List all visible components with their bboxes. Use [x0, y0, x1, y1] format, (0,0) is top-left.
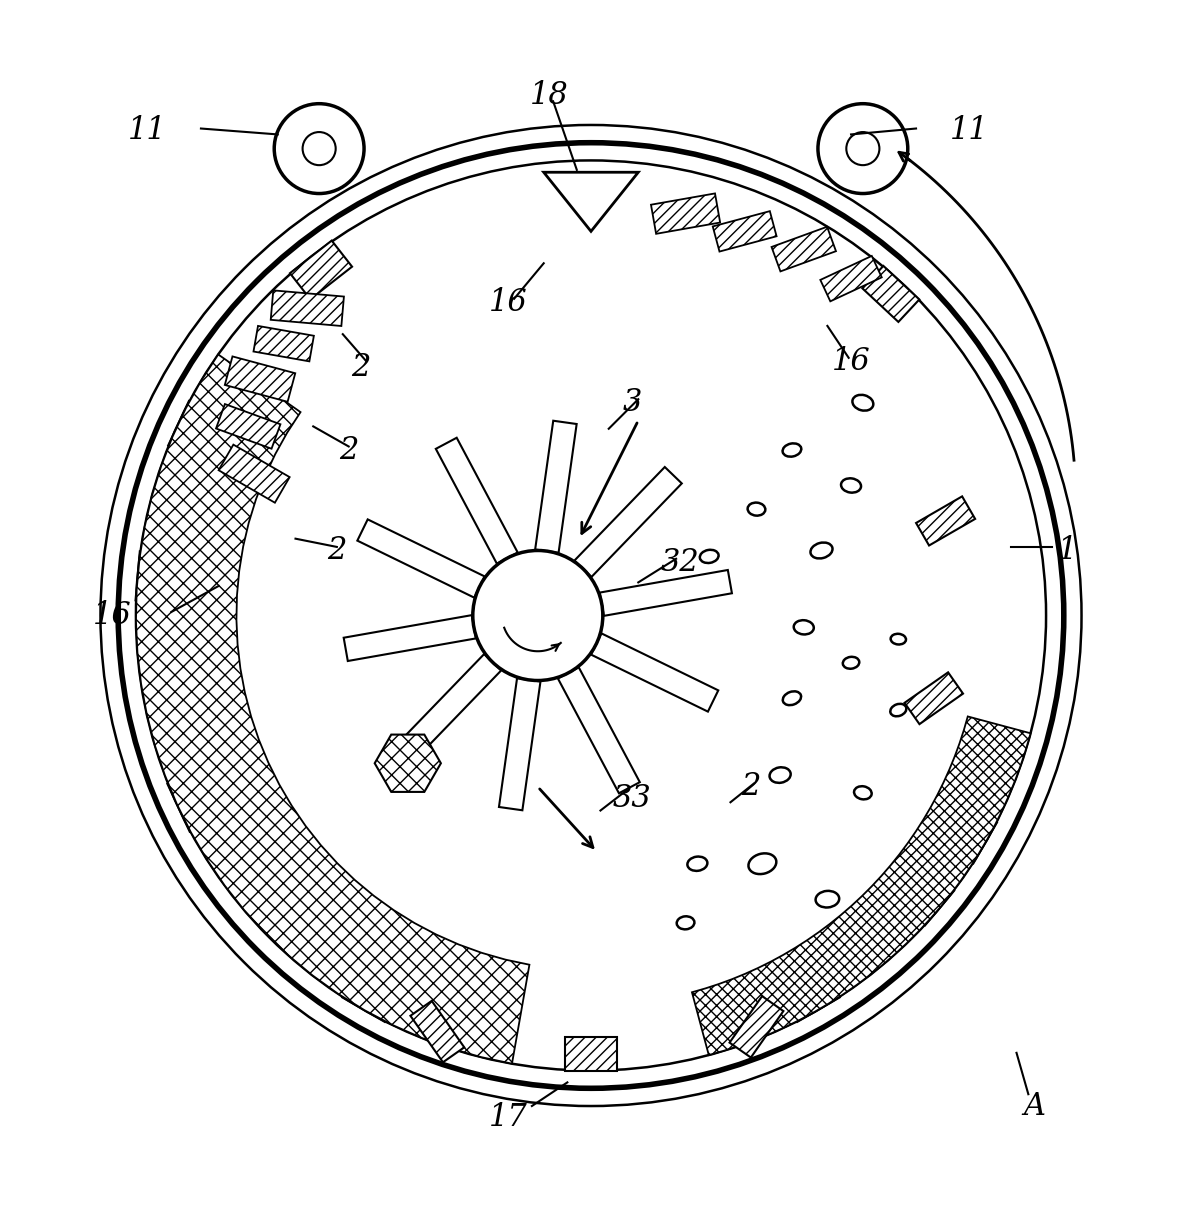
Polygon shape [535, 421, 577, 553]
Text: 17: 17 [489, 1102, 527, 1134]
Polygon shape [271, 291, 344, 326]
Text: 2: 2 [741, 772, 760, 803]
Polygon shape [375, 735, 441, 792]
Circle shape [274, 103, 364, 193]
Polygon shape [591, 634, 719, 712]
Polygon shape [216, 404, 280, 449]
Polygon shape [729, 996, 784, 1057]
Polygon shape [948, 808, 996, 863]
Polygon shape [691, 716, 1031, 1055]
Polygon shape [168, 401, 216, 458]
Text: 32: 32 [661, 547, 699, 577]
Polygon shape [781, 971, 840, 1022]
Polygon shape [863, 266, 920, 323]
Polygon shape [410, 1001, 465, 1062]
Polygon shape [574, 467, 682, 577]
Polygon shape [599, 570, 732, 616]
Text: 16: 16 [489, 287, 527, 318]
Polygon shape [651, 193, 720, 234]
Polygon shape [136, 551, 170, 603]
Text: 11: 11 [950, 116, 988, 146]
Polygon shape [904, 672, 963, 724]
Text: A: A [1024, 1091, 1045, 1121]
Polygon shape [903, 873, 954, 926]
Text: 2: 2 [351, 352, 370, 383]
Polygon shape [713, 212, 777, 251]
Polygon shape [136, 355, 530, 1064]
Text: 1: 1 [1058, 535, 1077, 566]
Text: 16: 16 [93, 599, 131, 632]
Polygon shape [499, 678, 540, 810]
Text: 2: 2 [327, 535, 346, 566]
Polygon shape [219, 444, 290, 502]
Polygon shape [225, 357, 296, 401]
Circle shape [473, 550, 603, 681]
Text: 3: 3 [623, 388, 642, 419]
Polygon shape [253, 326, 314, 362]
Polygon shape [290, 240, 352, 299]
Text: 18: 18 [531, 80, 569, 111]
Text: 11: 11 [129, 116, 167, 146]
Polygon shape [772, 227, 836, 271]
Circle shape [818, 103, 908, 193]
Polygon shape [394, 654, 501, 764]
Text: 16: 16 [832, 346, 870, 377]
Polygon shape [168, 769, 220, 832]
Polygon shape [820, 256, 882, 302]
Polygon shape [344, 616, 476, 661]
Polygon shape [565, 1038, 617, 1071]
Polygon shape [916, 496, 975, 545]
Polygon shape [357, 519, 485, 597]
Polygon shape [558, 667, 639, 793]
Polygon shape [342, 971, 401, 1022]
Polygon shape [436, 438, 518, 564]
Text: 33: 33 [613, 783, 651, 814]
Text: 2: 2 [339, 435, 358, 465]
